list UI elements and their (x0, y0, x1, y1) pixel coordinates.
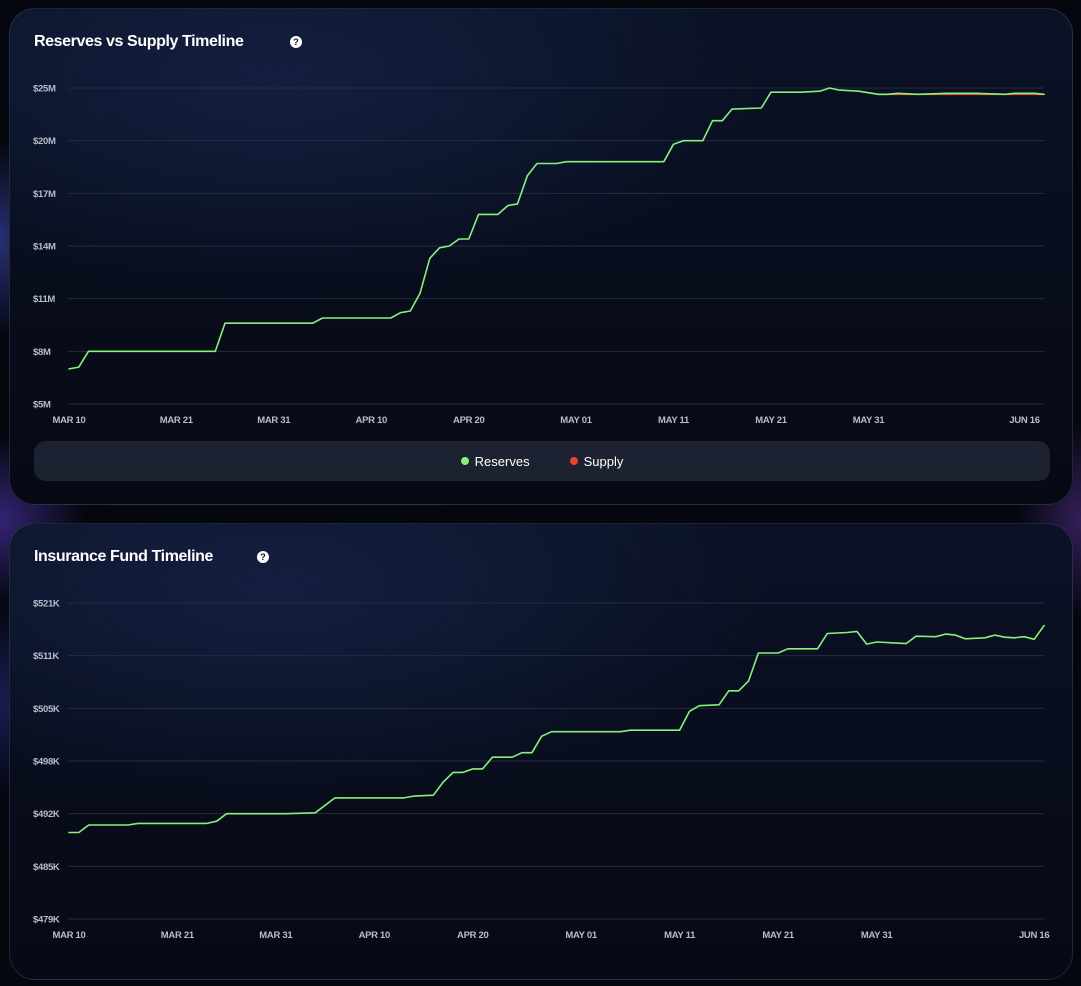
x-tick-label: APR 20 (457, 930, 488, 941)
insurance-chart-card: Insurance Fund Timeline ? $521K $511K $505… (9, 523, 1073, 980)
x-tick-label: JUN 16 (1019, 930, 1049, 941)
reserves-legend-dot (460, 457, 469, 465)
legend-item-reserves[interactable]: Reserves (460, 453, 530, 469)
x-tick-label: MAY 01 (565, 930, 597, 941)
y-tick-label: $511K (33, 651, 59, 662)
x-tick-label: MAY 31 (853, 415, 885, 426)
x-tick-label: MAR 31 (259, 930, 293, 941)
y-tick-label: $5M (33, 400, 51, 411)
x-tick-label: MAR 21 (160, 415, 194, 426)
question-icon[interactable]: ? (257, 551, 269, 563)
question-icon[interactable]: ? (290, 36, 302, 48)
y-tick-label: $492K (33, 809, 60, 820)
y-tick-label: $479K (33, 915, 60, 926)
legend-label-supply: Supply (583, 453, 624, 469)
legend-label-reserves: Reserves (474, 453, 530, 469)
x-tick-label: MAY 21 (762, 930, 794, 941)
y-tick-label: $17M (33, 189, 56, 200)
supply-legend-dot (569, 457, 578, 465)
x-tick-label: MAY 11 (664, 930, 696, 941)
y-tick-label: $11M (33, 294, 55, 305)
x-tick-label: MAR 10 (52, 415, 85, 426)
x-tick-label: MAY 21 (755, 415, 787, 426)
x-tick-label: APR 10 (356, 415, 387, 426)
x-tick-label: MAR 21 (161, 930, 195, 941)
legend-item-supply[interactable]: Supply (569, 453, 624, 469)
insurance-chart-svg: $521K $511K $505K $498K $492K $485K $479K MAR 1… (33, 599, 1050, 942)
series-line-reserves (68, 87, 1045, 370)
reserves-chart-title: Reserves vs Supply Timeline (34, 33, 244, 50)
insurance-chart-title: Insurance Fund Timeline (34, 548, 213, 565)
reserves-chart-card: Reserves vs Supply Timeline ? $25M $20M $1… (9, 8, 1073, 505)
x-tick-label: APR 20 (453, 415, 484, 426)
series-line-insurance-fund (68, 624, 1045, 834)
y-tick-label: $25M (33, 84, 56, 95)
x-tick-label: MAR 10 (52, 930, 85, 941)
x-tick-label: APR 10 (359, 930, 390, 941)
x-tick-label: MAY 31 (861, 930, 893, 941)
x-tick-label: MAY 11 (658, 415, 690, 426)
x-tick-label: MAY 01 (560, 415, 592, 426)
y-tick-label: $8M (33, 347, 51, 358)
y-tick-label: $505K (33, 704, 60, 715)
y-tick-label: $521K (33, 599, 60, 610)
reserves-legend: Reserves Supply (34, 441, 1050, 481)
y-tick-label: $14M (33, 242, 56, 253)
y-tick-label: $20M (33, 136, 56, 147)
x-tick-label: JUN 16 (1009, 415, 1039, 426)
y-tick-label: $485K (33, 862, 60, 873)
y-tick-label: $498K (33, 757, 60, 768)
x-tick-label: MAR 31 (257, 415, 291, 426)
